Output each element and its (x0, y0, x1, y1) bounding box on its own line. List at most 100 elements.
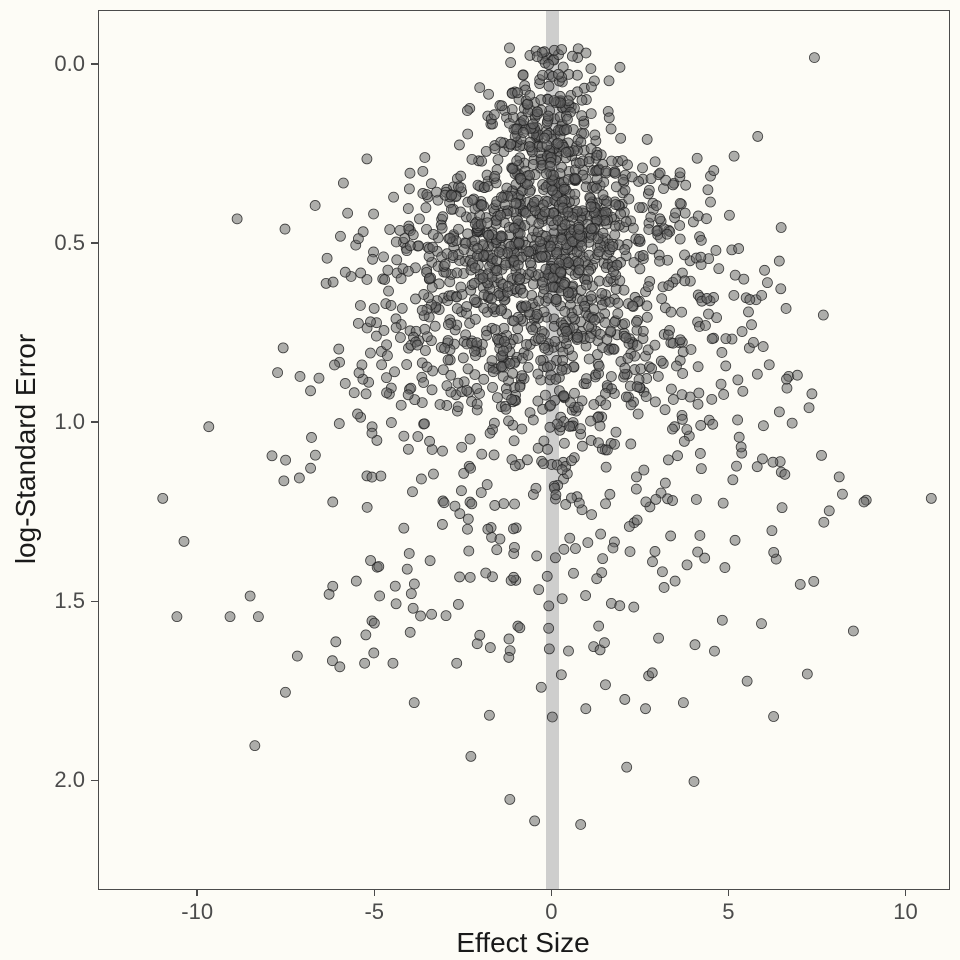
data-point (232, 214, 242, 224)
data-point (523, 362, 533, 372)
data-point (338, 178, 348, 188)
data-point (583, 538, 593, 548)
data-point (703, 185, 713, 195)
data-point (454, 140, 464, 150)
data-point (635, 264, 645, 274)
x-tick (374, 889, 376, 896)
data-point (544, 601, 554, 611)
data-point (777, 503, 787, 513)
data-point (503, 281, 513, 291)
data-point (365, 317, 375, 327)
data-point (792, 370, 802, 380)
data-point (707, 334, 717, 344)
data-point (517, 371, 527, 381)
data-point (365, 348, 375, 358)
data-point (428, 229, 438, 239)
data-point (675, 335, 685, 345)
data-point (626, 439, 636, 449)
data-point (525, 258, 535, 268)
data-point (544, 623, 554, 633)
data-point (561, 147, 571, 157)
data-point (469, 278, 479, 288)
data-point (602, 334, 612, 344)
data-point (724, 210, 734, 220)
data-point (690, 640, 700, 650)
data-point (615, 601, 625, 611)
data-point (405, 627, 415, 637)
data-point (548, 282, 558, 292)
data-point (445, 277, 455, 287)
data-point (528, 415, 538, 425)
data-point (515, 623, 525, 633)
data-point (702, 293, 712, 303)
data-point (557, 234, 567, 244)
data-point (682, 425, 692, 435)
data-point (424, 273, 434, 283)
data-point (428, 469, 438, 479)
data-point (509, 223, 519, 233)
data-point (496, 231, 506, 241)
y-tick-label: 2.0 (54, 767, 85, 793)
data-point (490, 500, 500, 510)
data-point (590, 130, 600, 140)
data-point (559, 184, 569, 194)
data-point (367, 472, 377, 482)
data-point (420, 324, 430, 334)
data-point (721, 361, 731, 371)
data-point (719, 389, 729, 399)
data-point (563, 288, 573, 298)
data-point (367, 428, 377, 438)
data-point (452, 658, 462, 668)
data-point (457, 442, 467, 452)
data-point (280, 224, 290, 234)
data-point (743, 307, 753, 317)
data-point (599, 638, 609, 648)
data-point (762, 278, 772, 288)
data-point (733, 415, 743, 425)
data-point (729, 151, 739, 161)
data-point (547, 712, 557, 722)
data-point (802, 669, 812, 679)
data-point (456, 282, 466, 292)
data-point (543, 444, 553, 454)
data-point (523, 350, 533, 360)
data-point (353, 409, 363, 419)
data-point (767, 526, 777, 536)
data-point (696, 235, 706, 245)
x-tick-label: 5 (722, 899, 734, 925)
data-point (374, 561, 384, 571)
data-point (452, 304, 462, 314)
data-point (678, 698, 688, 708)
data-point (501, 404, 511, 414)
data-point (442, 381, 452, 391)
data-point (711, 245, 721, 255)
data-point (485, 643, 495, 653)
data-point (428, 242, 438, 252)
data-point (459, 245, 469, 255)
data-point (679, 436, 689, 446)
data-point (594, 361, 604, 371)
data-point (422, 190, 432, 200)
data-point (586, 416, 596, 426)
data-point (611, 182, 621, 192)
data-point (651, 200, 661, 210)
data-point (758, 421, 768, 431)
data-point (612, 260, 622, 270)
data-point (516, 174, 526, 184)
data-point (418, 166, 428, 176)
data-point (742, 676, 752, 686)
data-point (581, 374, 591, 384)
data-point (438, 446, 448, 456)
data-point (653, 371, 663, 381)
data-point (513, 260, 523, 270)
data-point (619, 285, 629, 295)
data-point (634, 203, 644, 213)
data-point (680, 250, 690, 260)
data-point (484, 89, 494, 99)
data-point (732, 461, 742, 471)
data-point (522, 340, 532, 350)
data-point (760, 265, 770, 275)
data-point (728, 475, 738, 485)
data-point (250, 741, 260, 751)
data-point (453, 378, 463, 388)
